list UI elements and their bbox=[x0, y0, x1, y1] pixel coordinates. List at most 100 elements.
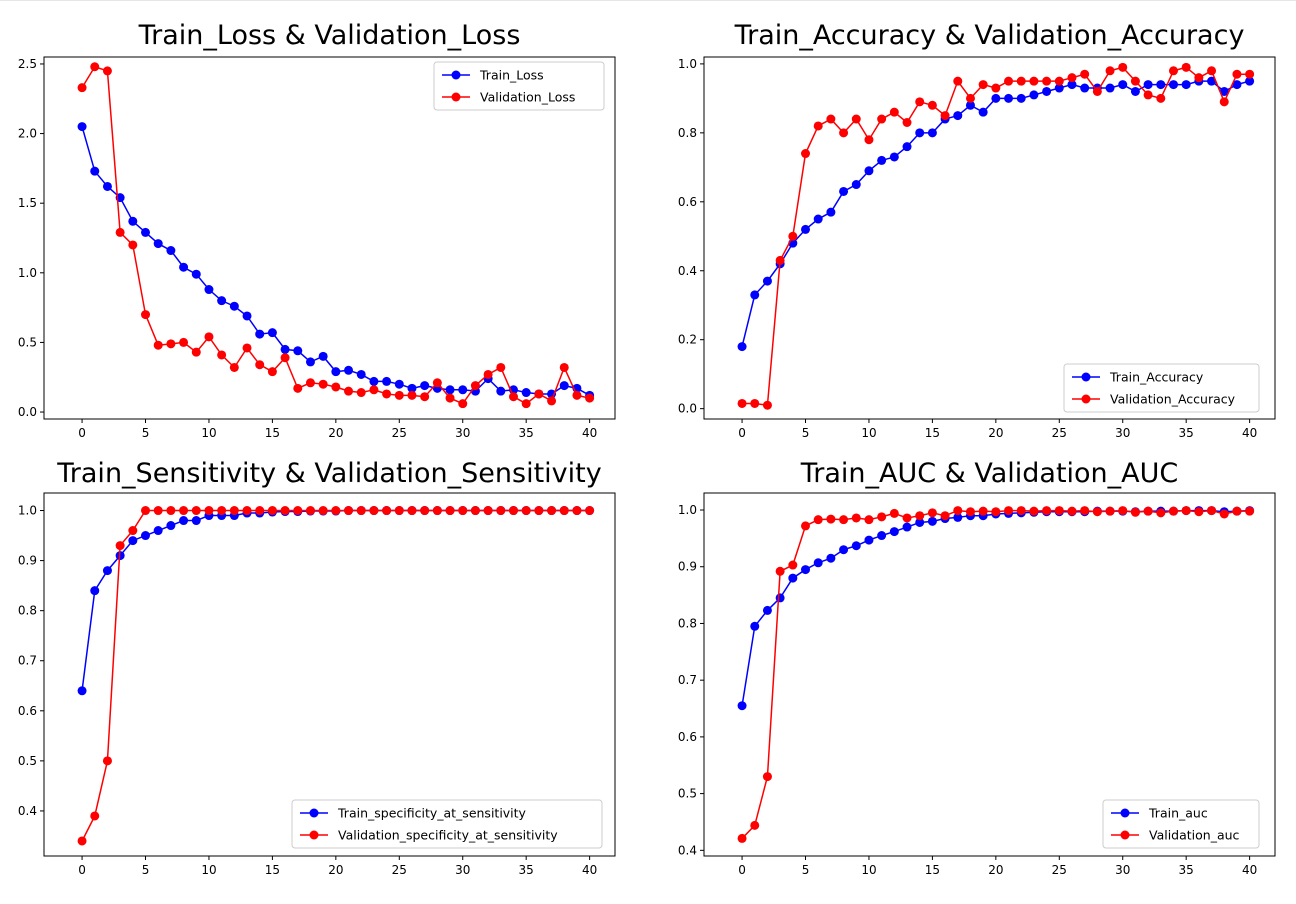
data-point bbox=[204, 332, 214, 342]
data-point bbox=[369, 506, 379, 516]
data-point bbox=[864, 135, 874, 145]
data-point bbox=[534, 506, 544, 516]
data-point bbox=[1092, 507, 1102, 517]
y-tick-label: 2.0 bbox=[18, 127, 37, 141]
data-point bbox=[331, 506, 341, 516]
legend: Train_auc Validation_auc bbox=[1102, 799, 1260, 849]
data-point bbox=[77, 122, 87, 132]
x-tick-label: 30 bbox=[1115, 863, 1130, 877]
y-tick-label: 2.5 bbox=[18, 57, 37, 71]
data-point bbox=[788, 231, 798, 241]
data-point bbox=[445, 385, 455, 395]
x-tick-label: 10 bbox=[861, 426, 876, 440]
series-Validation_Loss bbox=[77, 62, 595, 409]
legend-item: Train_Loss bbox=[442, 68, 544, 83]
data-point bbox=[521, 388, 531, 398]
data-point bbox=[750, 820, 760, 830]
data-point bbox=[293, 346, 303, 356]
data-point bbox=[496, 506, 506, 516]
legend-box bbox=[433, 61, 605, 111]
data-point bbox=[1130, 86, 1140, 96]
x-tick-label: 35 bbox=[1179, 863, 1194, 877]
data-point bbox=[242, 343, 252, 353]
y-tick-label: 0.7 bbox=[678, 673, 697, 687]
x-tick-label: 0 bbox=[78, 863, 86, 877]
data-point bbox=[153, 526, 163, 536]
data-point bbox=[331, 382, 341, 392]
series-Validation_auc bbox=[737, 506, 1255, 843]
legend-label: Validation_specificity_at_sensitivity bbox=[338, 828, 558, 843]
x-tick-label: 25 bbox=[1052, 426, 1067, 440]
x-tick-label: 40 bbox=[582, 426, 597, 440]
top-border bbox=[0, 0, 1296, 1]
data-point bbox=[775, 566, 785, 576]
legend-marker bbox=[1081, 394, 1091, 404]
data-point bbox=[1219, 509, 1229, 519]
data-point bbox=[242, 311, 252, 321]
data-point bbox=[991, 93, 1001, 103]
data-point bbox=[356, 369, 366, 379]
data-point bbox=[77, 686, 87, 696]
x-tick-label: 10 bbox=[201, 863, 216, 877]
legend-label: Validation_auc bbox=[1149, 828, 1240, 843]
data-point bbox=[407, 390, 417, 400]
data-point bbox=[166, 339, 176, 349]
data-point bbox=[559, 506, 569, 516]
chart-title: Train_Accuracy & Validation_Accuracy bbox=[734, 20, 1245, 51]
data-point bbox=[445, 393, 455, 403]
data-point bbox=[877, 531, 887, 541]
data-point bbox=[420, 506, 430, 516]
data-point bbox=[801, 565, 811, 575]
data-point bbox=[420, 381, 430, 391]
data-point bbox=[953, 506, 963, 516]
data-point bbox=[737, 701, 747, 711]
data-point bbox=[179, 337, 189, 347]
data-point bbox=[382, 506, 392, 516]
data-point bbox=[762, 605, 772, 615]
data-point bbox=[813, 121, 823, 131]
data-point bbox=[445, 506, 455, 516]
data-point bbox=[305, 357, 315, 367]
data-point bbox=[1067, 80, 1077, 90]
data-point bbox=[102, 181, 112, 191]
data-point bbox=[851, 513, 861, 523]
data-point bbox=[762, 772, 772, 782]
data-point bbox=[521, 506, 531, 516]
data-point bbox=[927, 516, 937, 526]
x-tick-label: 40 bbox=[1242, 426, 1257, 440]
legend-box bbox=[291, 799, 603, 849]
series-Train_Loss bbox=[77, 122, 595, 400]
data-point bbox=[267, 328, 277, 338]
data-point bbox=[953, 111, 963, 121]
data-point bbox=[1042, 506, 1052, 516]
legend-box bbox=[1102, 799, 1260, 849]
series-Train_specificity_at_sensitivity bbox=[77, 506, 595, 696]
data-point bbox=[344, 386, 354, 396]
data-point bbox=[839, 515, 849, 525]
data-point bbox=[217, 506, 227, 516]
y-tick-label: 1.0 bbox=[18, 504, 37, 518]
data-point bbox=[813, 558, 823, 568]
data-point bbox=[813, 214, 823, 224]
data-point bbox=[991, 83, 1001, 93]
x-tick-label: 20 bbox=[328, 863, 343, 877]
data-point bbox=[1042, 76, 1052, 86]
legend-marker bbox=[1120, 808, 1130, 818]
data-point bbox=[953, 76, 963, 86]
x-tick-label: 25 bbox=[392, 426, 407, 440]
data-point bbox=[1156, 93, 1166, 103]
data-point bbox=[877, 155, 887, 165]
data-point bbox=[788, 573, 798, 583]
data-point bbox=[229, 506, 239, 516]
series-line bbox=[741, 509, 1250, 706]
x-tick-label: 30 bbox=[1115, 426, 1130, 440]
data-point bbox=[204, 285, 214, 295]
x-tick-label: 20 bbox=[988, 863, 1003, 877]
y-tick-label: 1.0 bbox=[18, 266, 37, 280]
y-tick-label: 0.8 bbox=[678, 126, 697, 140]
data-point bbox=[826, 514, 836, 524]
data-point bbox=[496, 386, 506, 396]
legend-item: Validation_Accuracy bbox=[1072, 392, 1236, 407]
